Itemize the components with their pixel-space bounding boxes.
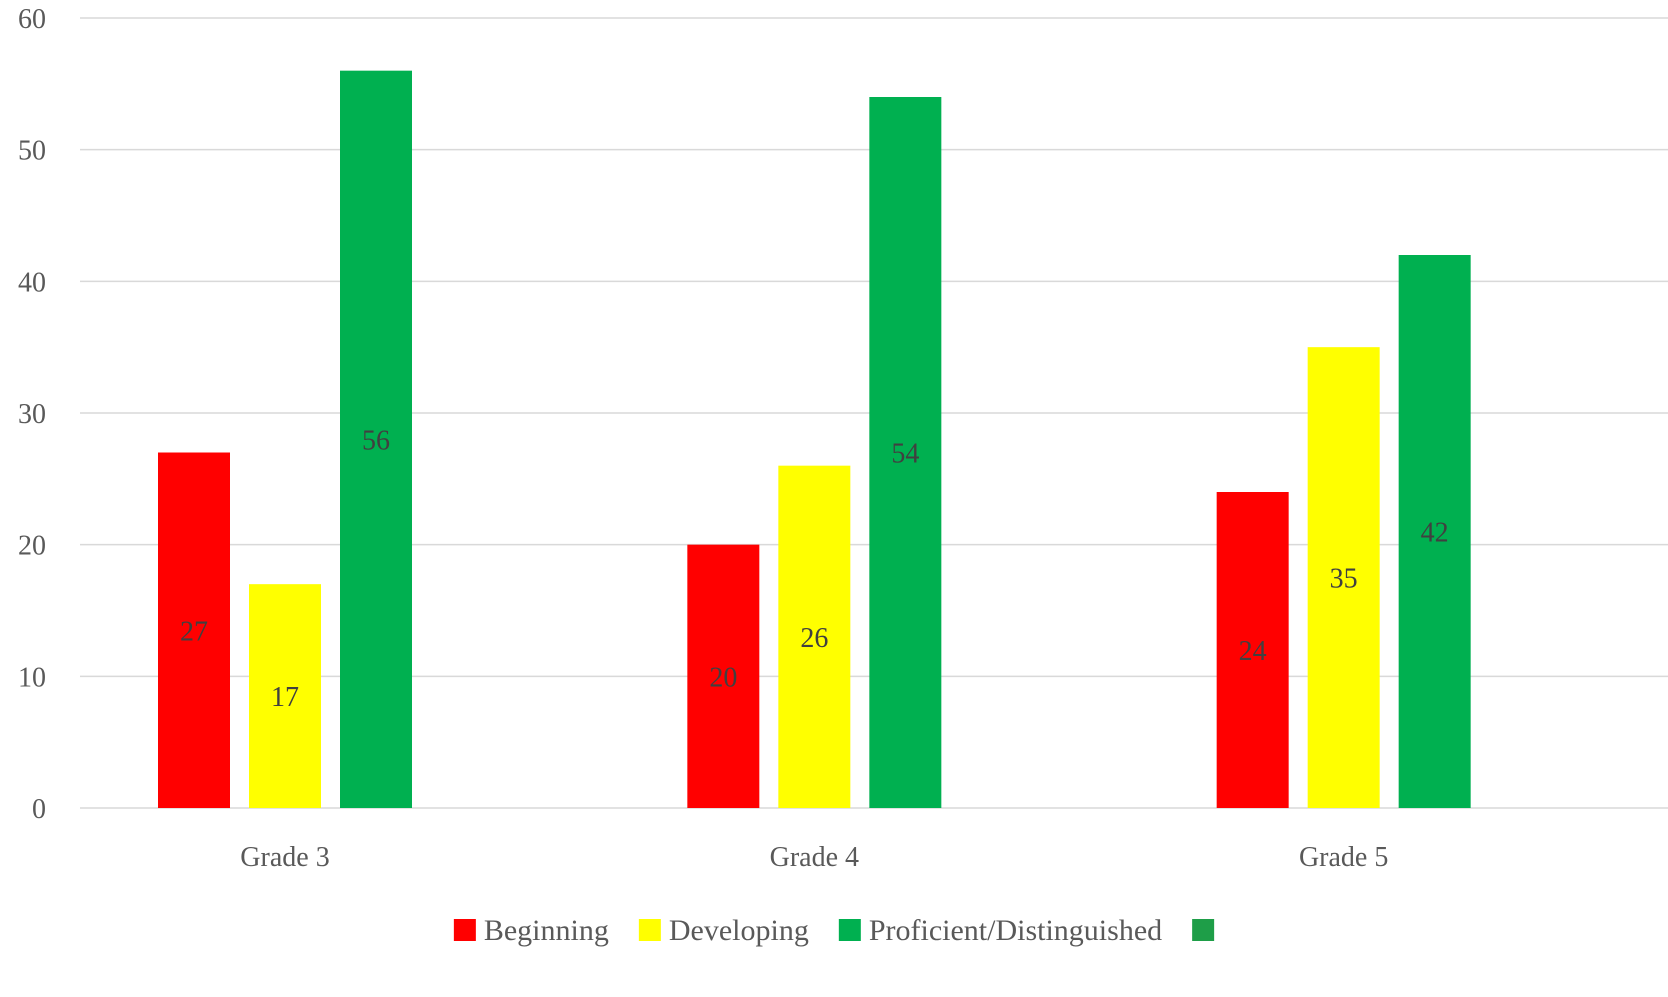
bars <box>158 70 1471 808</box>
x-axis-categories: Grade 3 Grade 4 Grade 5 <box>240 842 1388 873</box>
data-label: 54 <box>891 439 919 470</box>
data-label: 20 <box>709 662 737 693</box>
y-tick-label: 30 <box>18 399 46 430</box>
data-label: 56 <box>362 425 390 456</box>
bar-proficient-distinguished-grade-5 <box>1398 255 1471 808</box>
x-category-label: Grade 4 <box>770 842 859 873</box>
legend-swatch <box>838 919 861 941</box>
y-tick-label: 40 <box>18 267 46 298</box>
data-labels: 27 17 56 20 26 54 24 35 42 <box>180 425 1449 713</box>
y-tick-label: 50 <box>18 136 46 167</box>
data-label: 24 <box>1239 636 1267 667</box>
bar-proficient-distinguished-grade-3 <box>340 70 412 808</box>
legend-item: Beginning <box>453 914 609 947</box>
x-category-label: Grade 5 <box>1299 842 1388 873</box>
data-label: 27 <box>180 616 208 647</box>
data-label: 17 <box>271 682 299 713</box>
bar-beginning-grade-5 <box>1216 492 1289 808</box>
legend-swatch <box>453 919 476 941</box>
y-tick-label: 20 <box>18 531 46 562</box>
legend-item: Developing <box>638 914 809 947</box>
legend: Beginning Developing Proficient/Distinguis… <box>453 914 1215 947</box>
legend-label: Beginning <box>484 914 609 947</box>
y-tick-label: 10 <box>18 662 46 693</box>
data-label: 42 <box>1421 518 1449 549</box>
legend-swatch <box>638 919 661 941</box>
x-category-label: Grade 3 <box>240 842 329 873</box>
legend-label: Proficient/Distinguished <box>869 914 1162 947</box>
legend-item: Proficient/Distinguished <box>838 914 1162 947</box>
bar-developing-grade-4 <box>778 465 851 808</box>
legend-swatch <box>1192 919 1215 941</box>
data-label: 35 <box>1330 564 1358 595</box>
bar-beginning-grade-3 <box>158 452 230 808</box>
bar-proficient-distinguished-grade-4 <box>869 97 942 808</box>
bar-beginning-grade-4 <box>687 544 760 808</box>
legend-label: Developing <box>669 914 809 947</box>
bar-developing-grade-5 <box>1307 347 1380 808</box>
data-label: 26 <box>800 623 828 654</box>
y-tick-label: 60 <box>18 4 46 35</box>
legend-item <box>1192 919 1215 941</box>
bar-developing-grade-3 <box>249 584 321 808</box>
y-axis-ticks: 0 10 20 30 40 50 60 <box>18 4 46 825</box>
y-tick-label: 0 <box>32 794 46 825</box>
